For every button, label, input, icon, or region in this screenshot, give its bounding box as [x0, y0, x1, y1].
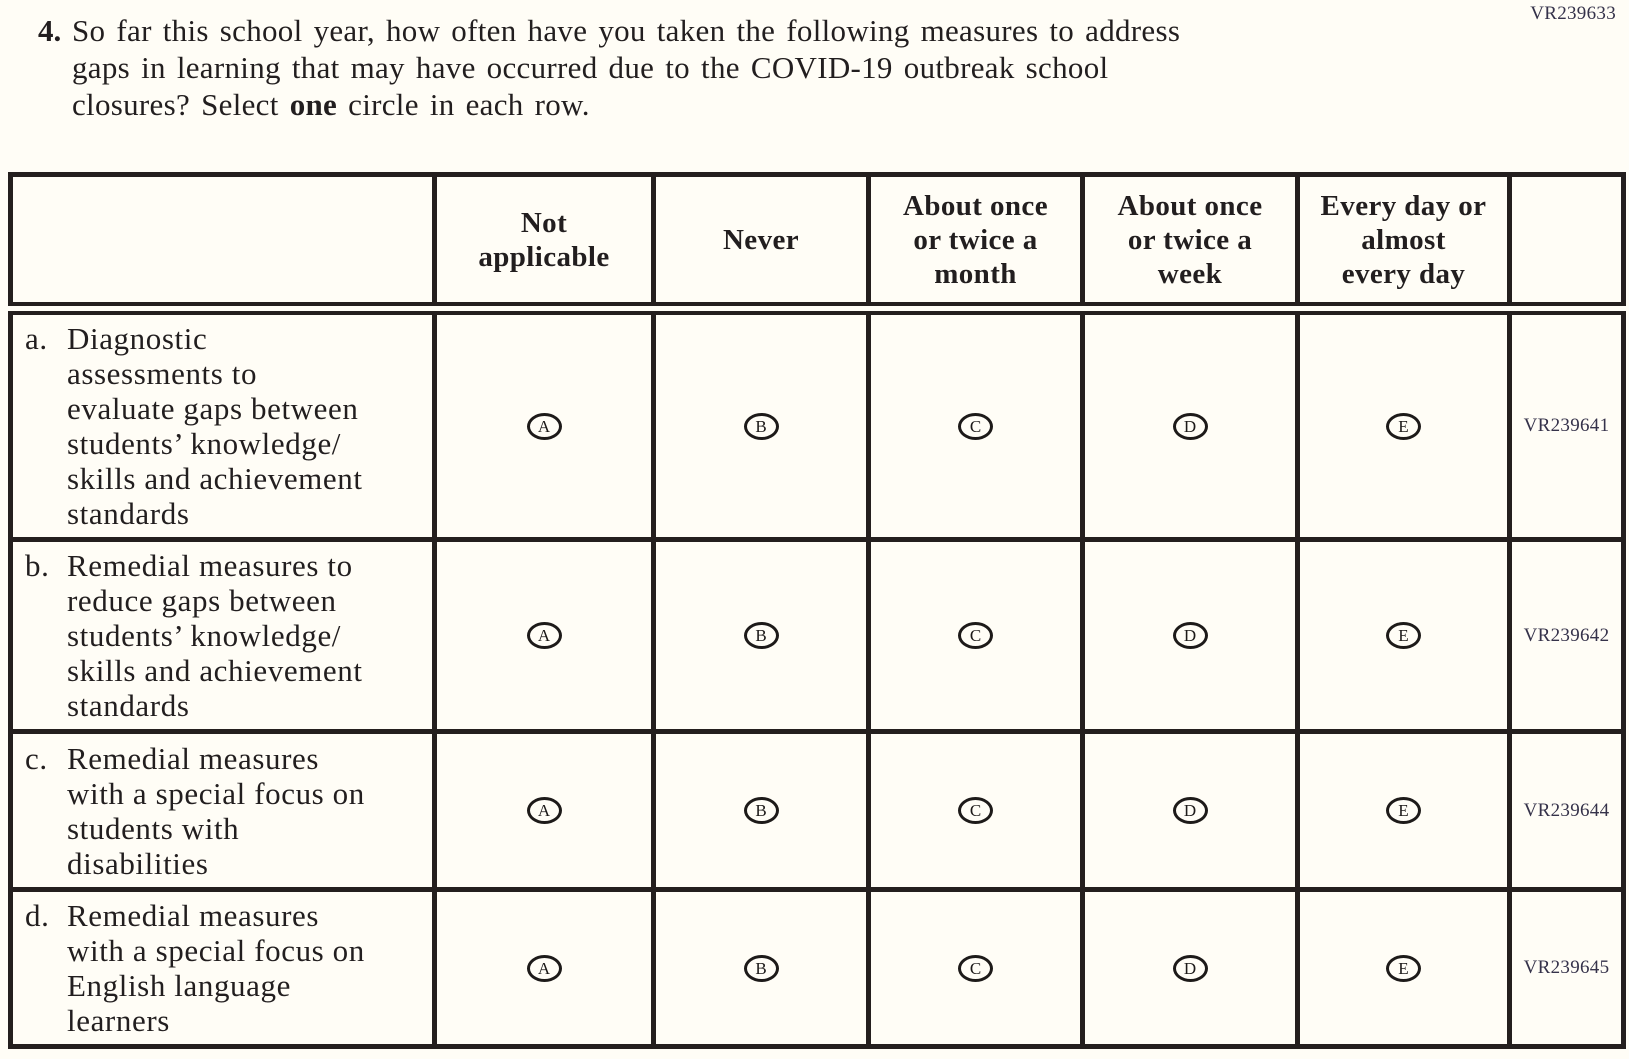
row-b-option-a-bubble[interactable]: A — [526, 622, 562, 649]
header-cell-never: Never — [651, 172, 871, 315]
row-c-cell-every-day: E — [1295, 729, 1512, 892]
row-b-code: VR239642 — [1507, 537, 1626, 734]
question-number: 4. — [38, 13, 62, 48]
row-b-cell-not-applicable: A — [432, 537, 656, 734]
table-row-a: a. Diagnostic assessments to evaluate ga… — [8, 306, 1626, 542]
row-a-option-e-bubble[interactable]: E — [1386, 412, 1421, 440]
row-d-cell-once-twice-week: D — [1080, 887, 1300, 1049]
row-b-text: Remedial measures to reduce gaps between… — [67, 548, 363, 723]
row-a-code: VR239641 — [1507, 306, 1626, 542]
row-c-item-cell: c. Remedial measures with a special focu… — [8, 729, 437, 892]
row-b-cell-never: B — [651, 537, 871, 734]
row-d-cell-not-applicable: A — [432, 887, 656, 1049]
row-a-option-d-bubble[interactable]: D — [1172, 412, 1208, 440]
header-cell-every-day: Every day or almost every day — [1295, 172, 1512, 315]
row-d-option-e-bubble[interactable]: E — [1386, 954, 1421, 982]
table-row-d: d. Remedial measures with a special focu… — [8, 887, 1626, 1049]
row-b-option-b-bubble[interactable]: B — [743, 622, 779, 649]
row-c-item: c. Remedial measures with a special focu… — [13, 735, 432, 887]
row-c-label: c. — [25, 740, 48, 776]
row-b-item: b. Remedial measures to reduce gaps betw… — [13, 542, 432, 729]
question-text: So far this school year, how often have … — [72, 12, 1180, 123]
row-c-cell-never: B — [651, 729, 871, 892]
row-d-cell-never: B — [651, 887, 871, 1049]
row-c-option-a-bubble[interactable]: A — [526, 797, 562, 824]
row-d-cell-once-twice-month: C — [866, 887, 1085, 1049]
row-c-text: Remedial measures with a special focus o… — [67, 740, 365, 881]
question-text-part2: circle in each row. — [337, 87, 590, 122]
row-d-option-c-bubble[interactable]: C — [958, 954, 993, 982]
row-d-text: Remedial measures with a special focus o… — [67, 898, 365, 1038]
question-text-part1: So far this school year, how often have … — [72, 13, 1181, 122]
row-b-option-c-bubble[interactable]: C — [958, 622, 993, 649]
row-a-cell-once-twice-week: D — [1080, 306, 1300, 542]
row-a-cell-once-twice-month: C — [866, 306, 1085, 542]
row-a-option-a-bubble[interactable]: A — [526, 412, 562, 440]
row-a-label: a. — [25, 321, 48, 356]
row-a-option-b-bubble[interactable]: B — [743, 412, 779, 440]
row-a-item-cell: a. Diagnostic assessments to evaluate ga… — [8, 306, 437, 542]
row-c-option-e-bubble[interactable]: E — [1386, 797, 1421, 824]
row-c-option-c-bubble[interactable]: C — [958, 797, 993, 824]
header-cell-item — [8, 172, 437, 315]
form-code-top-right: VR239633 — [1530, 3, 1616, 24]
row-d-label: d. — [25, 898, 50, 933]
row-b-cell-every-day: E — [1295, 537, 1512, 734]
row-b-option-e-bubble[interactable]: E — [1386, 622, 1421, 649]
header-cell-code — [1507, 172, 1626, 315]
row-c-cell-once-twice-week: D — [1080, 729, 1300, 892]
row-a-cell-not-applicable: A — [432, 306, 656, 542]
header-cell-once-twice-month: About once or twice a month — [866, 172, 1085, 315]
row-a-option-c-bubble[interactable]: C — [958, 412, 993, 440]
row-c-cell-not-applicable: A — [432, 729, 656, 892]
header-cell-once-twice-week: About once or twice a week — [1080, 172, 1300, 315]
row-d-code: VR239645 — [1507, 887, 1626, 1049]
row-c-option-b-bubble[interactable]: B — [743, 797, 779, 824]
row-d-item-cell: d. Remedial measures with a special focu… — [8, 887, 437, 1049]
header-row: Not applicable Never About once or twice… — [8, 172, 1626, 315]
row-d-option-a-bubble[interactable]: A — [526, 954, 562, 982]
row-d-option-b-bubble[interactable]: B — [743, 954, 779, 982]
row-b-cell-once-twice-week: D — [1080, 537, 1300, 734]
row-d-cell-every-day: E — [1295, 887, 1512, 1049]
row-b-cell-once-twice-month: C — [866, 537, 1085, 734]
response-grid-table: Not applicable Never About once or twice… — [8, 172, 1626, 1049]
question-bold-word: one — [289, 87, 338, 122]
row-a-cell-never: B — [651, 306, 871, 542]
row-a-item: a. Diagnostic assessments to evaluate ga… — [13, 315, 432, 537]
question-block: 4. So far this school year, how often ha… — [38, 12, 1180, 123]
row-b-item-cell: b. Remedial measures to reduce gaps betw… — [8, 537, 437, 734]
row-b-label: b. — [25, 548, 50, 583]
row-c-cell-once-twice-month: C — [866, 729, 1085, 892]
row-a-text: Diagnostic assessments to evaluate gaps … — [67, 321, 363, 531]
row-d-item: d. Remedial measures with a special focu… — [13, 892, 432, 1044]
row-a-cell-every-day: E — [1295, 306, 1512, 542]
row-b-option-d-bubble[interactable]: D — [1172, 622, 1208, 649]
header-cell-not-applicable: Not applicable — [432, 172, 656, 315]
table-row-c: c. Remedial measures with a special focu… — [8, 729, 1626, 892]
table-row-b: b. Remedial measures to reduce gaps betw… — [8, 537, 1626, 734]
row-c-code: VR239644 — [1507, 729, 1626, 892]
row-c-option-d-bubble[interactable]: D — [1172, 797, 1208, 824]
row-d-option-d-bubble[interactable]: D — [1172, 954, 1208, 982]
